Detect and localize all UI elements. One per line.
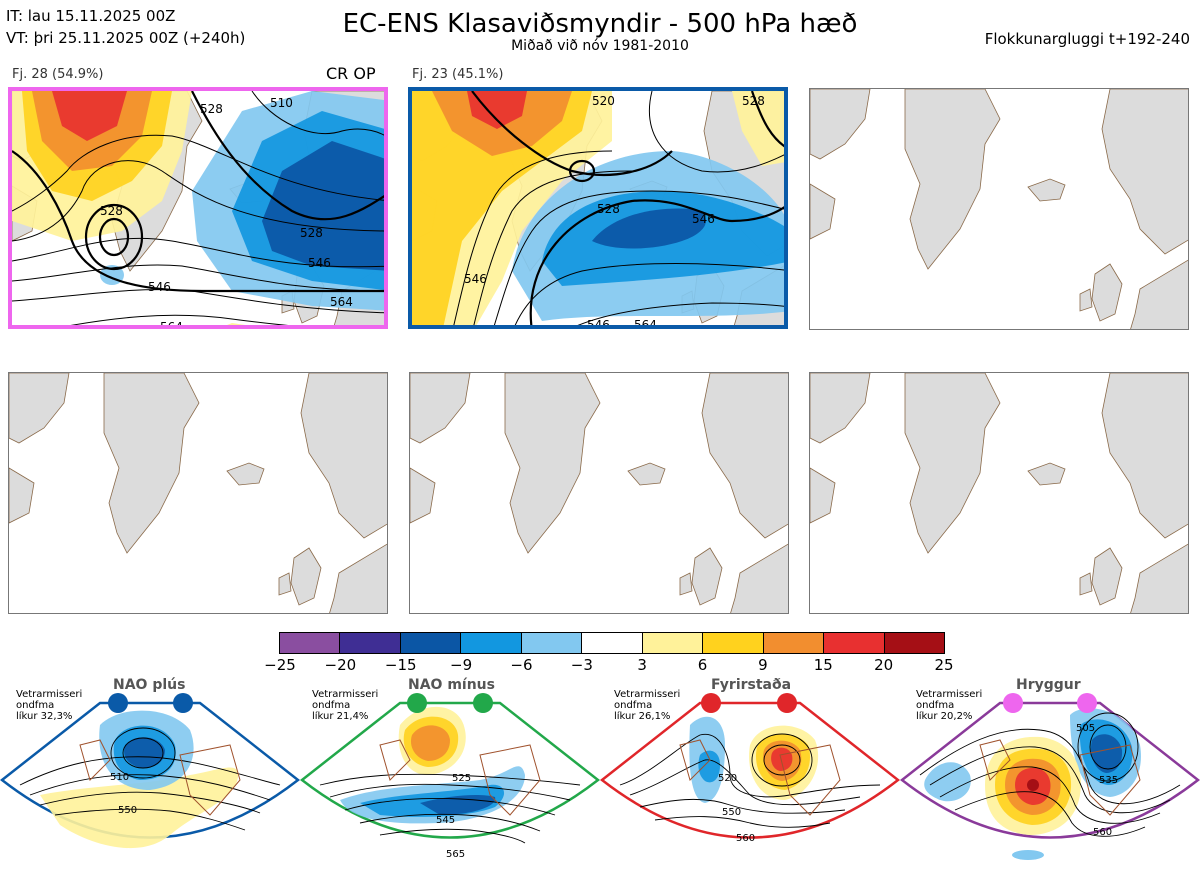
cluster-2-contour-label: 546 (692, 212, 715, 226)
header-times: IT: lau 15.11.2025 00Z VT: þri 25.11.202… (6, 5, 245, 49)
empty-map-panel (409, 372, 789, 614)
regime-2-map: 525 545 565 (299, 693, 601, 860)
colorbar-segment (400, 633, 462, 653)
colorbar-tick-label: −25 (264, 656, 296, 674)
colorbar-tick-label: −3 (570, 656, 593, 674)
regime-3-contour-label: 520 (718, 773, 737, 784)
regime-3-map: 520 550 560 (599, 693, 901, 844)
cluster-1-map: 528 510 528 528 546 546 564 564 (8, 87, 388, 329)
regime-2-contour-label: 525 (452, 773, 471, 784)
valid-time: VT: þri 25.11.2025 00Z (+240h) (6, 29, 246, 47)
colorbar-segment (582, 633, 643, 653)
cluster-1-contour-label: 546 (148, 280, 171, 294)
cluster-1-contour-label: 546 (308, 256, 331, 270)
colorbar-tick-label: 25 (934, 656, 954, 674)
colorbar-tick-label: −9 (450, 656, 473, 674)
colorbar-tick-label: −15 (384, 656, 417, 674)
regime-1-name: NAO plús (113, 677, 186, 693)
colorbar-segment (642, 633, 704, 653)
colorbar-tick-label: −6 (510, 656, 533, 674)
empty-map-panel (809, 88, 1189, 330)
regime-3-info: Vetrarmisseri ondfma líkur 26,1% (614, 689, 681, 722)
regime-4-contour-label: 560 (1093, 827, 1112, 838)
cluster-1-contour-label: 510 (270, 96, 293, 110)
regime-1-map: 510 550 (0, 693, 301, 849)
regime-3-contour-label: 560 (736, 833, 755, 844)
colorbar-segment (703, 633, 764, 653)
colorbar-segment (884, 633, 944, 653)
empty-map-panel (809, 372, 1189, 614)
empty-map-panel (8, 372, 388, 614)
regime-4-map: 505 535 560 (899, 693, 1200, 860)
colorbar-segment (824, 633, 885, 653)
regime-maps: 510 550 525 545 565 (0, 693, 1200, 860)
cluster-1-contour-label: 528 (300, 226, 323, 240)
regime-4-contour-label: 505 (1076, 723, 1095, 734)
regime-2-contour-label: 545 (436, 815, 455, 826)
regime-4-contour-label: 535 (1099, 775, 1118, 786)
colorbar-tick-label: 3 (637, 656, 647, 674)
cluster-2-contour-label: 546 (587, 318, 610, 329)
regime-3-name: Fyrirstaða (711, 677, 792, 693)
cluster-1-contour-label: 564 (160, 320, 183, 329)
cluster-1-contour-label: 528 (200, 102, 223, 116)
page-title: EC-ENS Klasaviðsmyndir - 500 hPa hæð (342, 9, 858, 39)
cluster-2-contour-label: 528 (597, 202, 620, 216)
cluster-1-label: Fj. 28 (54.9%) (12, 67, 104, 82)
cluster-2-contour-label: 520 (592, 94, 615, 108)
regime-4-name: Hryggur (1016, 677, 1081, 693)
cluster-2-contour-label: 564 (634, 318, 657, 329)
regime-3-contour-label: 550 (722, 807, 741, 818)
colorbar-tick-label: 20 (874, 656, 894, 674)
cluster-2-contour-label: 528 (742, 94, 765, 108)
page-subtitle: Miðað við nóv 1981-2010 (511, 38, 689, 54)
initial-time: IT: lau 15.11.2025 00Z (6, 7, 176, 25)
classification-window: Flokkunargluggi t+192-240 (984, 30, 1190, 48)
regime-1-contour-label: 510 (110, 772, 129, 783)
cluster-2-contour-label: 546 (464, 272, 487, 286)
regime-2-name: NAO mínus (408, 677, 495, 693)
colorbar-segment (461, 633, 522, 653)
regime-4-info: Vetrarmisseri ondfma líkur 20,2% (916, 689, 983, 722)
cluster-1-contour-label: 528 (100, 204, 123, 218)
regime-2-info: Vetrarmisseri ondfma líkur 21,4% (312, 689, 379, 722)
cluster-1-tag: CR OP (326, 64, 376, 83)
cluster-2-map: 520 528 528 546 546 546 564 (408, 87, 788, 329)
cluster-1-contour-label: 564 (330, 295, 353, 309)
colorbar-tick-label: 15 (813, 656, 833, 674)
colorbar-tick-label: 9 (758, 656, 768, 674)
regime-1-contour-label: 550 (118, 805, 137, 816)
cluster-2-label: Fj. 23 (45.1%) (412, 67, 504, 82)
colorbar-tick-label: −20 (324, 656, 357, 674)
colorbar-segment (280, 633, 341, 653)
colorbar-segment (340, 633, 401, 653)
colorbar-tick-label: 6 (697, 656, 708, 674)
regime-2-contour-label: 565 (446, 849, 465, 860)
colorbar-segment (763, 633, 825, 653)
colorbar-segment (521, 633, 583, 653)
colorbar (279, 632, 945, 654)
regime-1-info: Vetrarmisseri ondfma líkur 32,3% (16, 689, 83, 722)
